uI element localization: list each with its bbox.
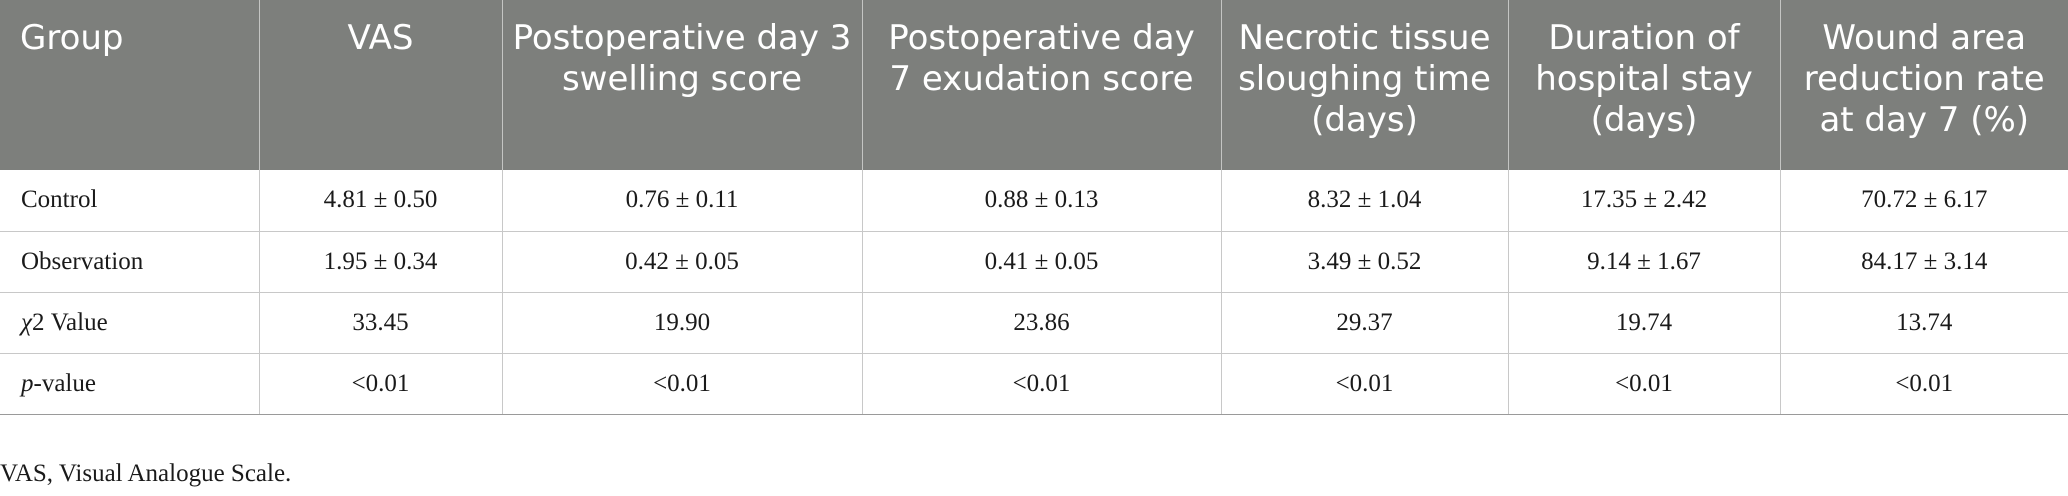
table-cell: 19.74 — [1508, 292, 1781, 354]
table-cell: 9.14 ± 1.67 — [1508, 231, 1781, 293]
row-label-control: Control — [0, 170, 260, 232]
table-cell: 8.32 ± 1.04 — [1221, 170, 1509, 232]
table-cell: 3.49 ± 0.52 — [1221, 231, 1509, 293]
table-cell: <0.01 — [862, 353, 1222, 415]
table-cell: 0.42 ± 0.05 — [502, 231, 863, 293]
table-cell: 0.88 ± 0.13 — [862, 170, 1222, 232]
table-cell: 0.76 ± 0.11 — [502, 170, 863, 232]
header-exudation-score: Postoperative day 7 exudation score — [862, 0, 1222, 170]
table-row: Control 4.81 ± 0.50 0.76 ± 0.11 0.88 ± 0… — [0, 170, 2068, 232]
table-cell: 17.35 ± 2.42 — [1508, 170, 1781, 232]
table-cell: <0.01 — [1780, 353, 2068, 415]
row-label-chi-square: χ2 Value — [0, 292, 260, 354]
table-cell: 4.81 ± 0.50 — [259, 170, 503, 232]
header-hospital-stay: Duration of hospital stay (days) — [1508, 0, 1781, 170]
header-vas: VAS — [259, 0, 503, 170]
chi-label-rest: 2 Value — [32, 308, 108, 336]
table-row: p-value <0.01 <0.01 <0.01 <0.01 <0.01 <0… — [0, 353, 2068, 415]
header-group: Group — [0, 0, 260, 170]
table-row: Observation 1.95 ± 0.34 0.42 ± 0.05 0.41… — [0, 231, 2068, 293]
chi-symbol: χ — [21, 308, 32, 336]
table-cell: 1.95 ± 0.34 — [259, 231, 503, 293]
table-cell: <0.01 — [502, 353, 863, 415]
table-cell: 19.90 — [502, 292, 863, 354]
table-footnote: VAS, Visual Analogue Scale. — [0, 460, 292, 487]
header-row: Group VAS Postoperative day 3 swelling s… — [0, 0, 2068, 170]
table-body: Control 4.81 ± 0.50 0.76 ± 0.11 0.88 ± 0… — [0, 170, 2068, 415]
header-necrotic-tissue-time: Necrotic tissue sloughing time (days) — [1221, 0, 1509, 170]
table-cell: 84.17 ± 3.14 — [1780, 231, 2068, 293]
table-cell: <0.01 — [259, 353, 503, 415]
data-table: Group VAS Postoperative day 3 swelling s… — [0, 0, 2068, 415]
p-label-rest: -value — [33, 369, 96, 397]
table-row: χ2 Value 33.45 19.90 23.86 29.37 19.74 1… — [0, 292, 2068, 354]
row-label-observation: Observation — [0, 231, 260, 293]
table-header: Group VAS Postoperative day 3 swelling s… — [0, 0, 2068, 170]
table-cell: <0.01 — [1508, 353, 1781, 415]
p-symbol: p — [21, 369, 34, 397]
header-swelling-score: Postoperative day 3 swelling score — [502, 0, 863, 170]
header-wound-reduction-rate: Wound area reduction rate at day 7 (%) — [1780, 0, 2068, 170]
row-label-p-value: p-value — [0, 353, 260, 415]
table-cell: 33.45 — [259, 292, 503, 354]
table-cell: <0.01 — [1221, 353, 1509, 415]
table-cell: 13.74 — [1780, 292, 2068, 354]
table-cell: 23.86 — [862, 292, 1222, 354]
table-cell: 0.41 ± 0.05 — [862, 231, 1222, 293]
table-cell: 70.72 ± 6.17 — [1780, 170, 2068, 232]
table-cell: 29.37 — [1221, 292, 1509, 354]
